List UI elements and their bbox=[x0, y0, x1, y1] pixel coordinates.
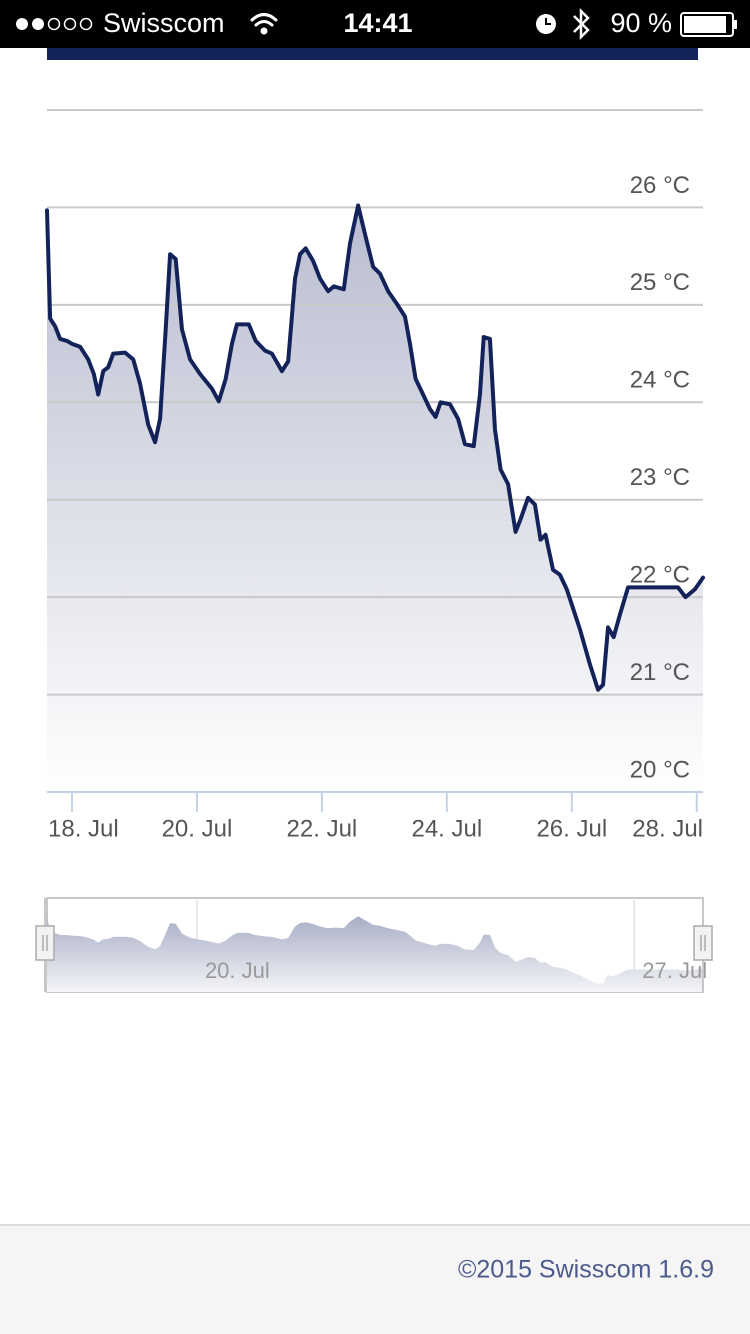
header-strip bbox=[47, 48, 698, 60]
y-tick-label: 24 °C bbox=[630, 367, 690, 394]
x-tick-label: 22. Jul bbox=[287, 815, 358, 842]
y-tick-label: 21 °C bbox=[630, 659, 690, 686]
footer bbox=[0, 1225, 750, 1334]
navigator-handle-right[interactable] bbox=[693, 925, 713, 961]
navigator-label: 27. Jul bbox=[642, 958, 707, 983]
x-tick-label: 18. Jul bbox=[48, 815, 119, 842]
footer-text: ©2015 Swisscom 1.6.9 bbox=[458, 1256, 714, 1284]
battery-icon bbox=[680, 12, 737, 37]
x-tick-label: 24. Jul bbox=[411, 815, 482, 842]
battery-level: 90 % bbox=[610, 8, 672, 38]
y-tick-label: 26 °C bbox=[630, 172, 690, 199]
y-tick-label: 23 °C bbox=[630, 464, 690, 491]
y-tick-label: 20 °C bbox=[630, 756, 690, 783]
line bbox=[45, 203, 705, 692]
clock: 14:41 bbox=[343, 8, 412, 38]
y-tick-label: 22 °C bbox=[630, 561, 690, 588]
navigator-handle-left[interactable] bbox=[35, 925, 55, 961]
navigator-area bbox=[47, 916, 703, 992]
signal-icon bbox=[16, 17, 93, 31]
x-tick-label: 20. Jul bbox=[162, 815, 233, 842]
status-bar bbox=[0, 0, 750, 48]
bluetooth-icon bbox=[573, 7, 590, 41]
wifi-icon bbox=[250, 13, 278, 35]
alarm-icon bbox=[536, 14, 556, 34]
x-tick-label: 26. Jul bbox=[536, 815, 607, 842]
carrier: Swisscom bbox=[103, 8, 225, 38]
y-tick-label: 25 °C bbox=[630, 269, 690, 296]
x-tick-label: 28. Jul bbox=[632, 815, 703, 842]
navigator-label: 20. Jul bbox=[205, 958, 270, 983]
